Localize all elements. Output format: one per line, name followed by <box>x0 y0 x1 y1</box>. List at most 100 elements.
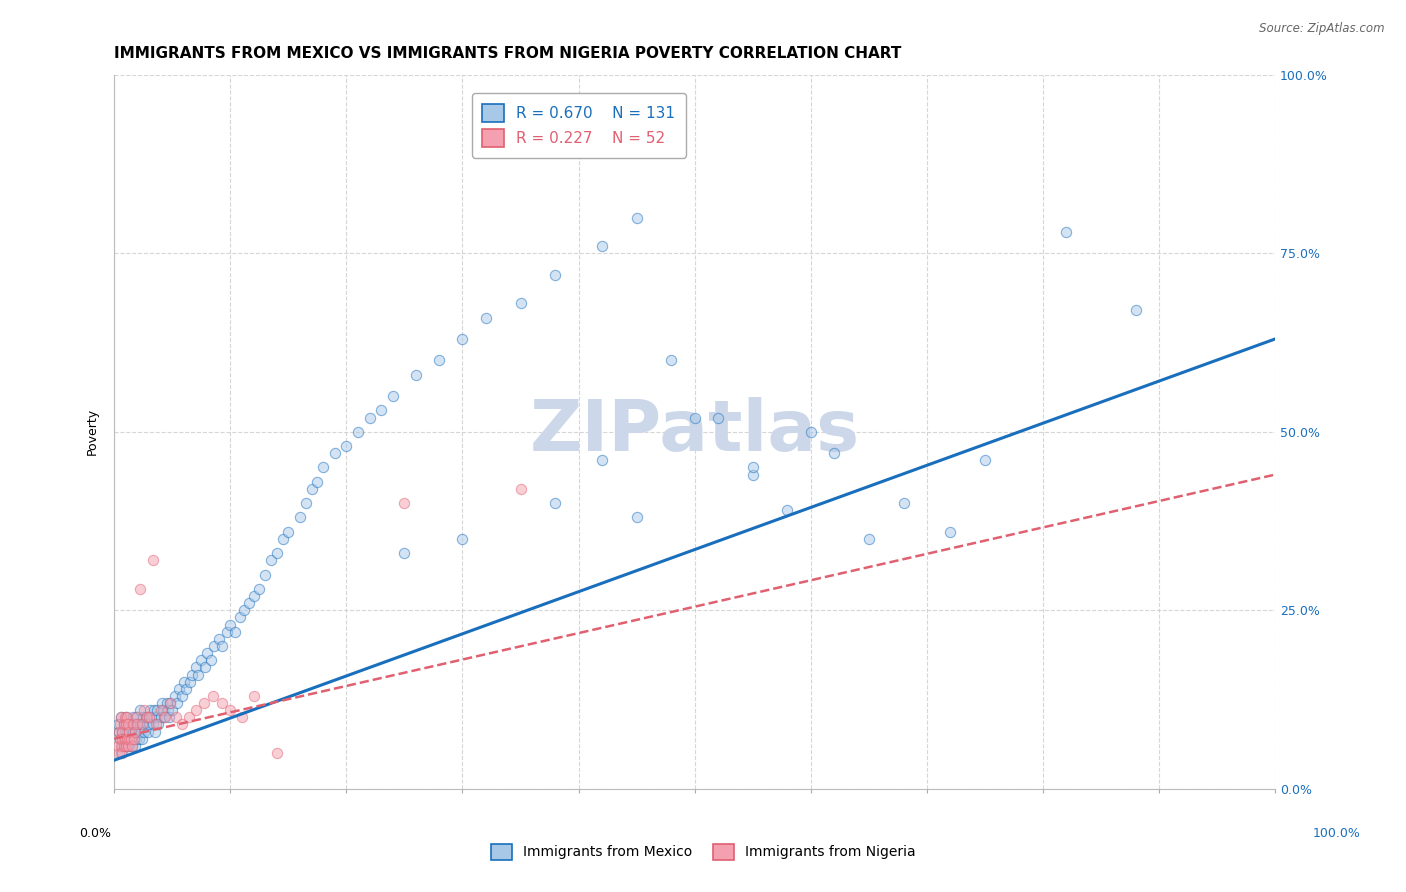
Point <box>108 731 131 746</box>
Point <box>142 717 165 731</box>
Point <box>114 724 136 739</box>
Point <box>271 532 294 546</box>
Point <box>509 482 531 496</box>
Point <box>122 717 145 731</box>
Legend: Immigrants from Mexico, Immigrants from Nigeria: Immigrants from Mexico, Immigrants from … <box>485 838 921 865</box>
Point <box>219 703 242 717</box>
Point <box>111 731 134 746</box>
Point <box>591 453 613 467</box>
Point <box>138 710 160 724</box>
Point <box>149 710 172 724</box>
Point <box>146 703 169 717</box>
Point <box>156 703 179 717</box>
Point <box>200 653 222 667</box>
Point <box>254 567 277 582</box>
Point <box>115 739 138 753</box>
Point <box>139 703 162 717</box>
Point <box>122 731 145 746</box>
Point <box>150 696 173 710</box>
Point <box>288 510 311 524</box>
Point <box>132 717 155 731</box>
Point <box>181 667 204 681</box>
Point <box>626 510 648 524</box>
Point <box>823 446 845 460</box>
Point <box>110 746 132 760</box>
Point <box>405 368 427 382</box>
Point <box>138 710 160 724</box>
Point <box>626 211 648 225</box>
Point <box>211 639 233 653</box>
Point <box>247 582 270 596</box>
Point <box>121 739 143 753</box>
Point <box>149 703 172 717</box>
Point <box>193 696 215 710</box>
Point <box>301 482 323 496</box>
Point <box>112 717 135 731</box>
Text: IMMIGRANTS FROM MEXICO VS IMMIGRANTS FROM NIGERIA POVERTY CORRELATION CHART: IMMIGRANTS FROM MEXICO VS IMMIGRANTS FRO… <box>114 46 901 62</box>
Point <box>115 717 138 731</box>
Point <box>166 696 188 710</box>
Point <box>108 717 131 731</box>
Point <box>111 739 134 753</box>
Point <box>228 610 250 624</box>
Point <box>124 724 146 739</box>
Point <box>591 239 613 253</box>
Point <box>115 724 138 739</box>
Point <box>359 410 381 425</box>
Point <box>159 696 181 710</box>
Point <box>173 674 195 689</box>
Point <box>451 332 474 346</box>
Point <box>394 496 416 510</box>
Text: Source: ZipAtlas.com: Source: ZipAtlas.com <box>1260 22 1385 36</box>
Point <box>138 717 160 731</box>
Point <box>215 624 238 639</box>
Point <box>115 731 138 746</box>
Point <box>115 717 138 731</box>
Text: ZIPatlas: ZIPatlas <box>530 397 859 467</box>
Point <box>242 689 264 703</box>
Point <box>195 646 218 660</box>
Point <box>110 710 132 724</box>
Point <box>127 710 149 724</box>
Point <box>266 546 288 560</box>
Point <box>152 703 174 717</box>
Point <box>201 689 224 703</box>
Point <box>277 524 299 539</box>
Point <box>122 731 145 746</box>
Point <box>110 710 132 724</box>
Point <box>108 746 131 760</box>
Point <box>121 717 143 731</box>
Point <box>114 731 136 746</box>
Point <box>233 603 256 617</box>
Point <box>128 724 150 739</box>
Point <box>347 425 370 439</box>
Point <box>117 717 139 731</box>
Point <box>121 710 143 724</box>
Point <box>142 703 165 717</box>
Point <box>184 660 207 674</box>
Point <box>117 739 139 753</box>
Point <box>155 696 177 710</box>
Point <box>381 389 404 403</box>
Point <box>107 739 129 753</box>
Legend: R = 0.670    N = 131, R = 0.227    N = 52: R = 0.670 N = 131, R = 0.227 N = 52 <box>471 94 686 158</box>
Point <box>260 553 283 567</box>
Point <box>893 496 915 510</box>
Point <box>127 717 149 731</box>
Point <box>108 731 131 746</box>
Point <box>335 439 357 453</box>
Point <box>117 717 139 731</box>
Point <box>741 460 763 475</box>
Point <box>115 710 138 724</box>
Point <box>111 724 134 739</box>
Point <box>120 731 142 746</box>
Point <box>135 710 157 724</box>
Point <box>294 496 316 510</box>
Point <box>170 689 193 703</box>
Point <box>394 546 416 560</box>
Point <box>118 739 141 753</box>
Point <box>174 681 197 696</box>
Point <box>132 710 155 724</box>
Point <box>143 724 166 739</box>
Point <box>128 582 150 596</box>
